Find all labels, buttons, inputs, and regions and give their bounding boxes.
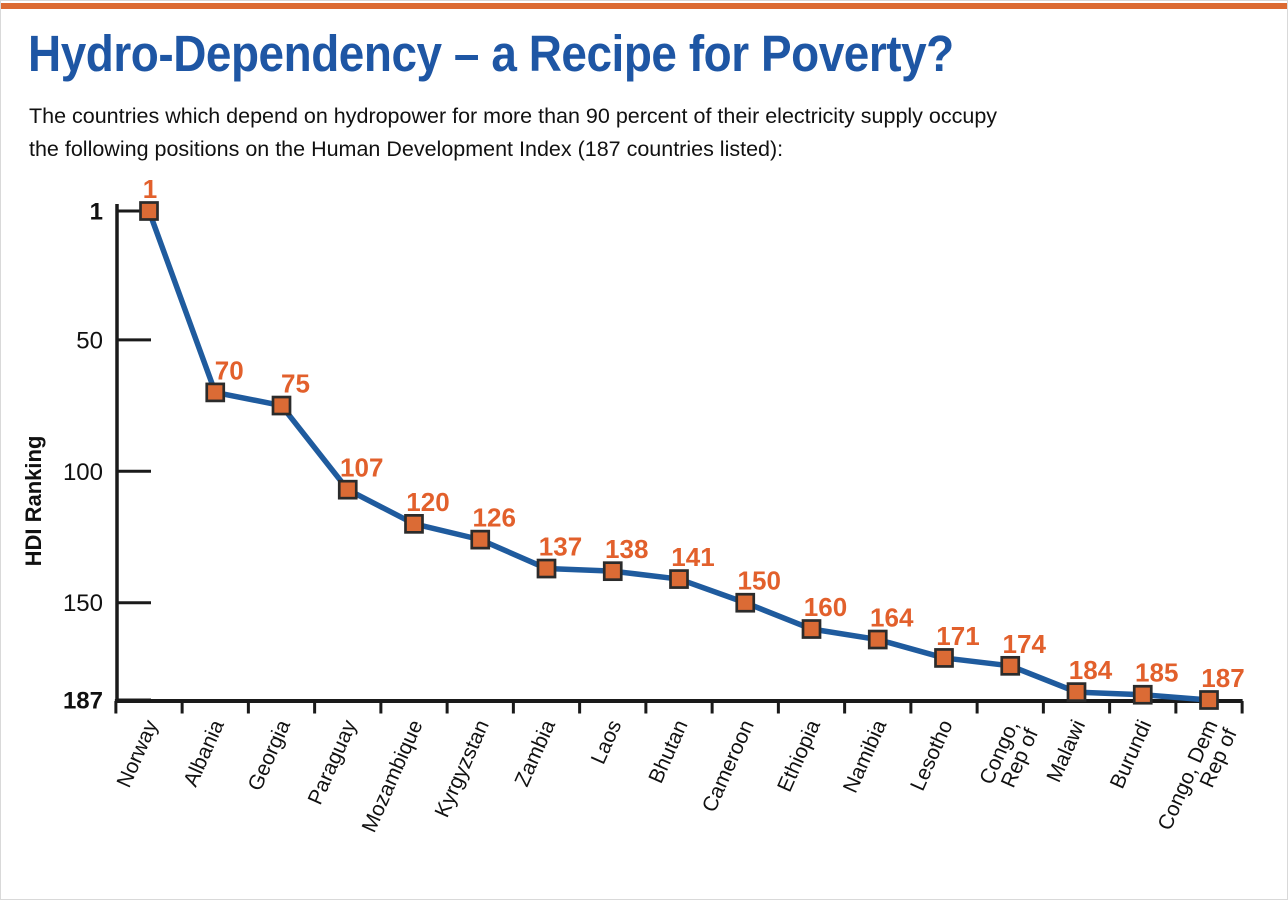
y-axis-tick-label: 50 bbox=[76, 327, 103, 354]
data-point-marker bbox=[1132, 684, 1153, 705]
x-axis-category-label: Congo,Rep of bbox=[975, 717, 1043, 797]
data-point-marker bbox=[404, 514, 424, 534]
data-point-label: 164 bbox=[870, 603, 914, 633]
x-axis-category-label: Cameroon bbox=[698, 717, 759, 816]
x-axis-category-label: Bhutan bbox=[644, 717, 692, 787]
top-accent-bar bbox=[1, 3, 1287, 9]
data-line bbox=[146, 208, 1212, 703]
x-axis-category-label: Mozambique bbox=[358, 717, 428, 836]
data-point-marker bbox=[669, 569, 689, 589]
data-point-marker bbox=[470, 529, 491, 550]
y-axis-tick-label: 187 bbox=[63, 688, 103, 715]
x-axis-category-label: Congo, DemRep of bbox=[1154, 717, 1242, 843]
data-point-marker bbox=[271, 395, 292, 416]
data-point-label: 120 bbox=[406, 487, 449, 517]
data-point-label: 138 bbox=[605, 534, 648, 564]
x-axis-category-label: Zambia bbox=[511, 716, 561, 790]
data-point-marker bbox=[735, 592, 756, 613]
data-point-marker bbox=[536, 558, 557, 579]
data-point-label: 171 bbox=[936, 621, 979, 651]
y-axis-tick-label: 100 bbox=[63, 459, 103, 486]
y-axis-tick-label: 150 bbox=[63, 590, 103, 617]
x-axis-category-label: Ethiopia bbox=[773, 716, 825, 795]
data-point-marker bbox=[801, 619, 822, 639]
data-point-marker bbox=[1199, 690, 1219, 710]
x-axis-category-label: Lesotho bbox=[906, 717, 957, 795]
data-point-marker bbox=[1066, 682, 1087, 702]
data-point-label: 150 bbox=[738, 566, 781, 596]
x-axis-category-label: Namibia bbox=[839, 716, 891, 796]
data-point-label: 160 bbox=[804, 592, 847, 622]
data-point-marker bbox=[337, 479, 358, 500]
x-axis-category-label: Laos bbox=[587, 717, 627, 768]
data-point-label: 137 bbox=[539, 532, 582, 562]
data-point-marker bbox=[139, 201, 159, 221]
x-axis-category-label: Albania bbox=[179, 716, 229, 790]
data-point-label: 1 bbox=[143, 174, 157, 204]
x-axis-category-label: Burundi bbox=[1106, 717, 1156, 792]
y-axis-title: HDI Ranking bbox=[21, 436, 46, 567]
data-point-label: 75 bbox=[281, 369, 310, 399]
page-title: Hydro-Dependency – a Recipe for Poverty? bbox=[28, 25, 954, 82]
data-point-marker bbox=[867, 629, 888, 650]
page-subtitle: The countries which depend on hydropower… bbox=[29, 104, 998, 161]
x-axis-category-label: Kyrgyzstan bbox=[431, 717, 494, 821]
data-point-marker bbox=[1000, 655, 1021, 676]
data-point-label: 184 bbox=[1069, 655, 1113, 685]
data-point-label: 107 bbox=[340, 453, 383, 483]
x-axis-category-label: Norway bbox=[113, 716, 163, 791]
data-point-label: 141 bbox=[671, 542, 714, 572]
x-axis-category-label: Paraguay bbox=[304, 716, 362, 808]
x-axis-category-label: Georgia bbox=[244, 716, 296, 794]
data-point-label: 187 bbox=[1201, 663, 1244, 693]
data-point-label: 70 bbox=[215, 355, 244, 385]
data-point-marker bbox=[602, 561, 623, 582]
data-point-label: 174 bbox=[1003, 629, 1047, 659]
data-point-label: 185 bbox=[1135, 658, 1178, 688]
y-axis-tick-label: 1 bbox=[90, 199, 103, 226]
x-axis-category-label: Malawi bbox=[1042, 717, 1090, 786]
data-point-marker bbox=[934, 648, 954, 668]
data-point-marker bbox=[205, 382, 226, 403]
data-point-label: 126 bbox=[473, 503, 516, 533]
